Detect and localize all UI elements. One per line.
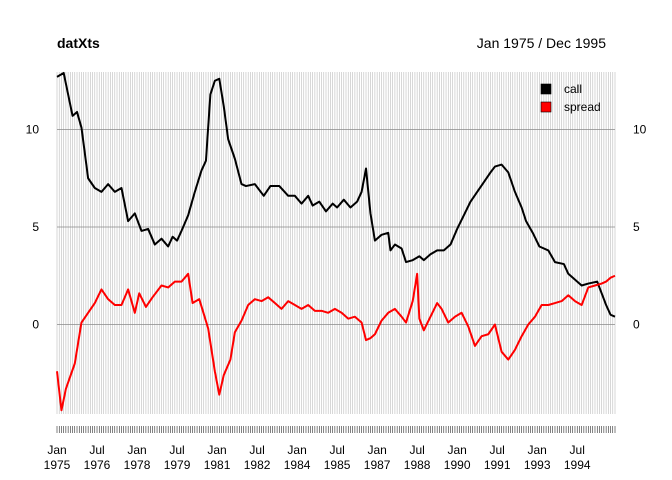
x-tick-label: 1978 [124,458,151,472]
x-tick-label: 1984 [284,458,311,472]
x-tick-label: Jan [528,443,547,457]
x-tick-label: Jan [47,443,66,457]
x-tick-label: Jul [169,443,184,457]
month-gridlines [56,72,616,414]
x-tick-label: Jul [89,443,104,457]
x-tick-label: 1985 [324,458,351,472]
x-tick-label: Jul [570,443,585,457]
x-tick-label: Jul [490,443,505,457]
x-tick-label: Jan [127,443,146,457]
legend-swatch-call [540,83,552,95]
x-axis: Jan1975Jul1976Jan1978Jul1979Jan1981Jul19… [44,426,616,472]
chart-title: datXts [57,35,100,51]
x-tick-label: 1981 [204,458,231,472]
x-tick-label: Jan [207,443,226,457]
series-line-call [56,71,616,318]
x-tick-label: 1982 [244,458,271,472]
y-tick-label-left: 0 [32,318,39,332]
x-tick-label: Jul [409,443,424,457]
y-tick-label-left: 5 [32,220,39,234]
x-tick-label: Jan [447,443,466,457]
x-tick-label: Jan [367,443,386,457]
y-tick-label-right: 0 [633,318,640,332]
vertical-gridlines [56,72,616,414]
x-tick-marks [56,426,616,433]
x-tick-label: Jul [329,443,344,457]
legend-label-call: call [564,82,582,96]
y-tick-label-right: 10 [633,123,647,137]
series-lines [56,71,616,412]
x-tick-label: 1991 [484,458,511,472]
x-tick-label: 1993 [524,458,551,472]
series-line-spread [56,272,616,412]
x-tick-label: 1994 [564,458,591,472]
legend: call spread [540,82,601,114]
x-tick-label: 1976 [84,458,111,472]
chart-date-range: Jan 1975 / Dec 1995 [476,35,606,51]
x-tick-label: 1988 [404,458,431,472]
x-tick-label: 1975 [44,458,71,472]
x-tick-label: Jan [287,443,306,457]
legend-swatch-spread [540,101,552,113]
x-tick-label: 1990 [444,458,471,472]
horizontal-gridlines [57,129,615,325]
y-tick-label-left: 10 [26,123,40,137]
legend-label-spread: spread [564,100,601,114]
y-axis: 0 0 5 5 10 10 [26,123,647,332]
x-tick-label: Jul [249,443,264,457]
y-tick-label-right: 5 [633,220,640,234]
x-tick-label: 1987 [364,458,391,472]
x-tick-label: 1979 [164,458,191,472]
